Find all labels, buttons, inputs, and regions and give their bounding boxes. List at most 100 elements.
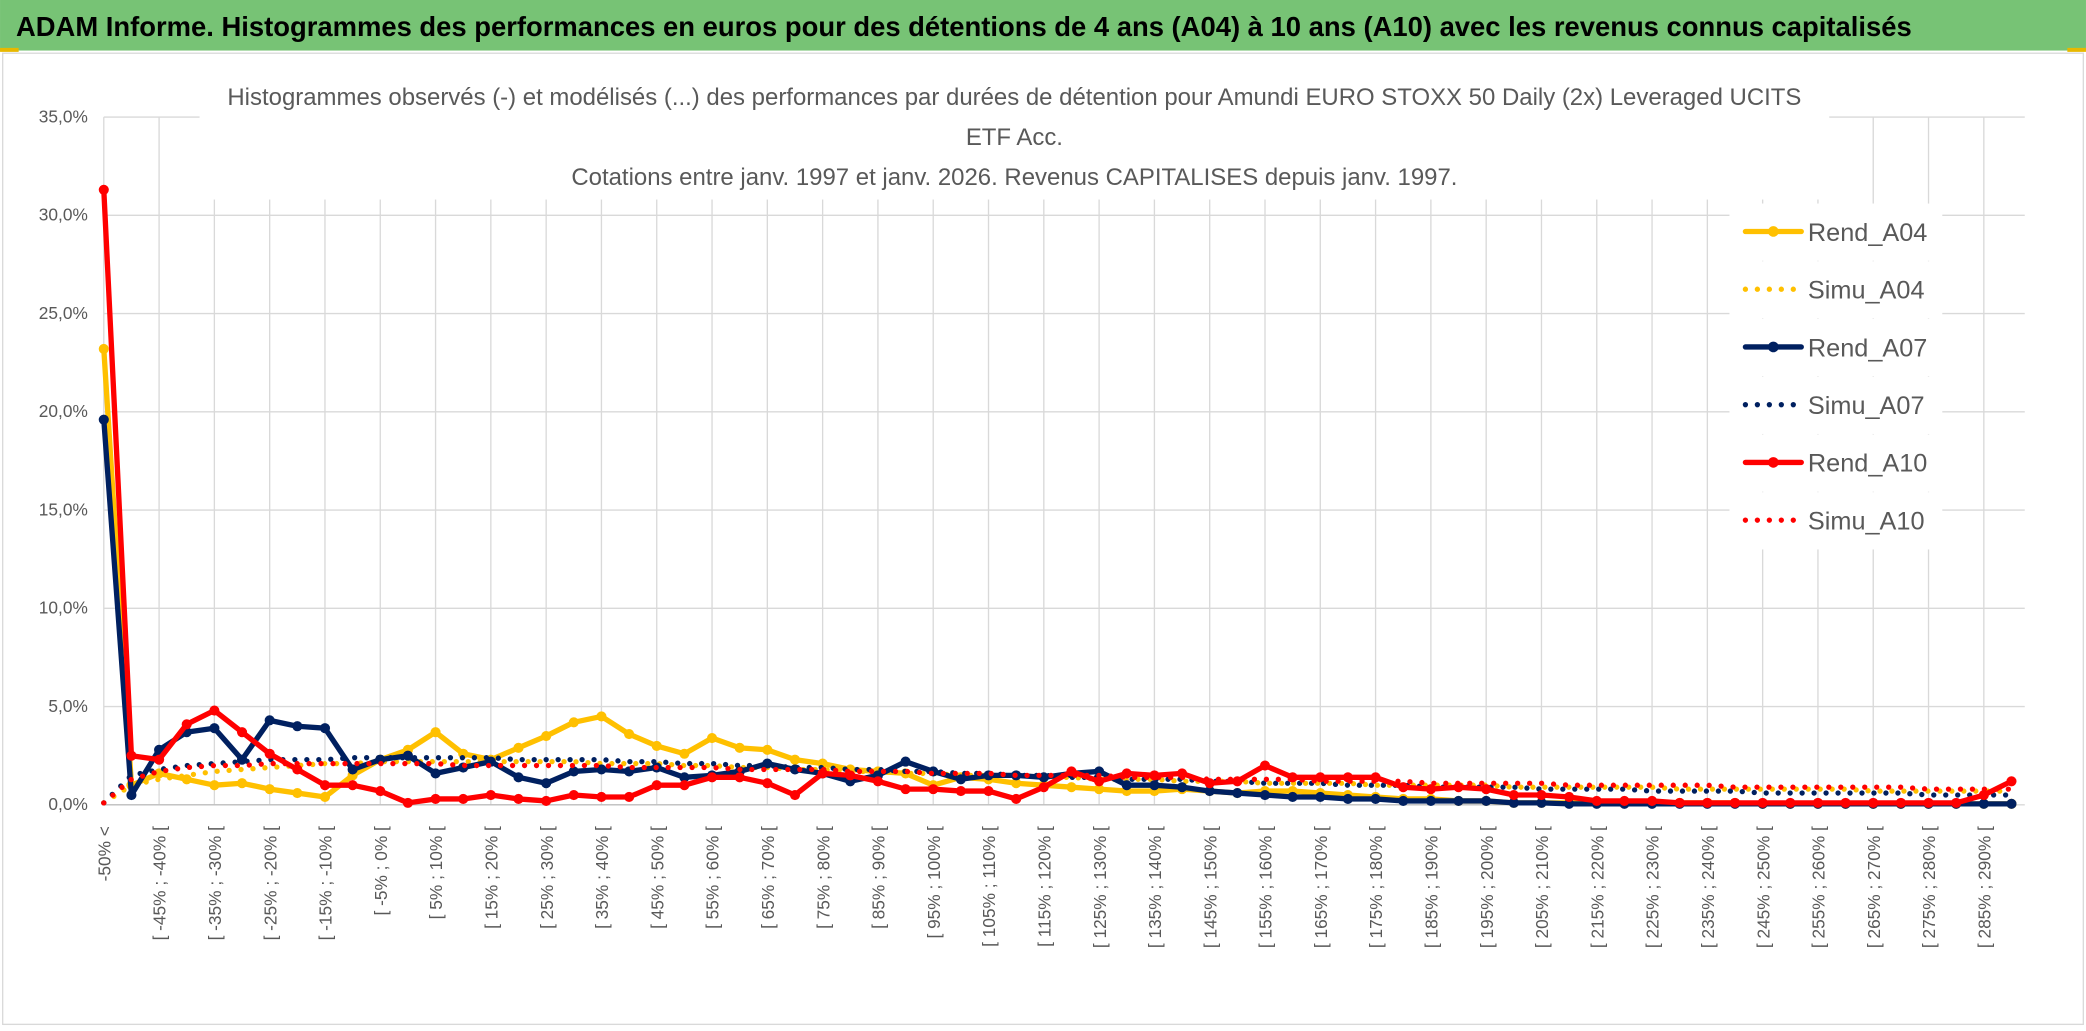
marker	[762, 744, 773, 755]
marker	[1564, 791, 1575, 803]
marker	[209, 780, 220, 791]
marker	[596, 791, 607, 803]
marker	[1453, 795, 1464, 806]
marker	[1176, 782, 1188, 793]
marker	[513, 772, 524, 783]
marker	[1508, 797, 1519, 808]
y-tick-label: 20,0%	[39, 401, 88, 421]
x-tick-label: [ 75% ; 80% [	[813, 826, 833, 929]
marker	[181, 774, 192, 785]
x-tick-label: [ 175% ; 180% [	[1366, 826, 1386, 948]
marker	[734, 772, 745, 783]
marker	[1481, 795, 1492, 806]
x-tick-label: [ 225% ; 230% [	[1643, 826, 1663, 948]
dotted-line	[101, 755, 2015, 806]
marker	[651, 780, 662, 791]
marker	[1729, 797, 1741, 808]
legend-label: Rend_A04	[1808, 219, 1927, 247]
marker	[126, 750, 137, 761]
marker	[1038, 782, 1049, 793]
x-tick-label: [ 25% ; 30% [	[537, 826, 557, 929]
x-tick-label: [ 145% ; 150% [	[1200, 826, 1220, 948]
y-tick-label: 15,0%	[39, 499, 88, 519]
marker	[679, 748, 690, 759]
marker	[762, 778, 773, 789]
marker	[706, 732, 718, 744]
marker	[1674, 797, 1685, 808]
marker	[126, 789, 137, 801]
y-tick-label: 10,0%	[39, 598, 88, 618]
marker	[541, 731, 552, 742]
marker	[154, 768, 165, 779]
marker	[1481, 784, 1492, 795]
legend-marker	[1768, 341, 1779, 353]
chart-subtitle: Cotations entre janv. 1997 et janv. 2026…	[571, 163, 1458, 191]
marker	[568, 766, 579, 777]
y-tick-label: 30,0%	[39, 205, 88, 225]
marker	[762, 758, 773, 769]
marker	[1315, 791, 1326, 803]
x-tick-label: [ 135% ; 140% [	[1145, 826, 1165, 948]
marker	[1978, 789, 1989, 801]
marker	[236, 778, 248, 789]
x-tick-label: [ 255% ; 260% [	[1809, 826, 1829, 948]
line	[101, 417, 2015, 807]
x-tick-label: [ 265% ; 270% [	[1864, 826, 1884, 948]
y-tick-label: 0,0%	[48, 794, 87, 814]
marker	[1121, 780, 1132, 791]
y-tick-label: 35,0%	[39, 106, 88, 126]
x-tick-label: [ -5% ; 0% [	[371, 826, 391, 916]
chart-border	[2, 52, 2084, 1026]
marker	[928, 784, 939, 795]
marker	[872, 776, 883, 787]
x-tick-label: [ 235% ; 240% [	[1698, 826, 1718, 948]
marker	[485, 789, 496, 801]
legend-label: Rend_A10	[1808, 450, 1927, 478]
marker	[402, 797, 413, 808]
marker	[706, 772, 718, 783]
marker	[264, 715, 275, 726]
marker	[292, 721, 303, 732]
x-tick-label: [ -25% ; -20% [	[260, 826, 280, 940]
y-tick-label: 25,0%	[39, 303, 88, 323]
marker	[1951, 797, 1962, 808]
marker	[1923, 797, 1934, 808]
marker	[1757, 797, 1768, 808]
legend-label: Rend_A07	[1808, 334, 1927, 362]
marker	[1536, 789, 1547, 801]
x-tick-label: [ -35% ; -30% [	[205, 826, 225, 940]
marker	[347, 764, 358, 775]
marker	[1619, 795, 1630, 806]
legend-label: Simu_A04	[1808, 277, 1925, 305]
x-tick-label: [ 185% ; 190% [	[1422, 826, 1442, 948]
marker	[789, 789, 801, 801]
x-tick-label: [ 275% ; 280% [	[1919, 826, 1939, 948]
marker	[1287, 791, 1298, 803]
marker	[319, 791, 331, 803]
x-tick-label: [ 15% ; 20% [	[482, 826, 502, 929]
x-tick-label: [ 195% ; 200% [	[1477, 826, 1497, 948]
marker	[1647, 795, 1658, 806]
x-tick-label: -50% <	[94, 826, 114, 881]
marker	[1315, 772, 1326, 783]
x-tick-label: [ -15% ; -10% [	[316, 826, 336, 940]
marker	[568, 789, 579, 801]
marker	[955, 774, 966, 785]
marker	[430, 727, 441, 738]
marker	[1342, 793, 1353, 805]
corner	[2067, 47, 2086, 52]
marker	[789, 754, 801, 765]
marker	[1591, 795, 1602, 806]
marker	[98, 343, 109, 355]
marker	[1011, 778, 1022, 789]
marker	[541, 795, 552, 806]
legend-marker	[1768, 457, 1779, 468]
marker	[1536, 797, 1547, 808]
marker	[1812, 797, 1823, 808]
marker	[1259, 789, 1271, 801]
legend-label: Simu_A10	[1808, 507, 1925, 535]
x-tick-label: [ 165% ; 170% [	[1311, 826, 1331, 948]
x-tick-label: [ 55% ; 60% [	[703, 826, 723, 929]
marker	[734, 742, 745, 753]
